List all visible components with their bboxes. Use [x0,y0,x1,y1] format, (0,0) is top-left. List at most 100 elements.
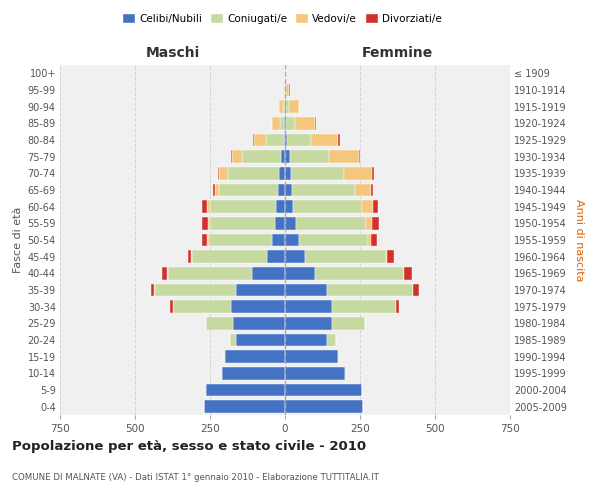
Bar [235,284,285,296]
Bar [285,317,331,330]
Bar [285,150,290,163]
Bar [285,250,305,263]
Bar [278,100,283,113]
Bar [242,150,281,163]
Bar [208,217,210,230]
Bar [202,234,207,246]
Text: COMUNE DI MALNATE (VA) - Dati ISTAT 1° gennaio 2010 - Elaborazione TUTTITALIA.IT: COMUNE DI MALNATE (VA) - Dati ISTAT 1° g… [12,473,379,482]
Bar [155,284,235,296]
Text: Femmine: Femmine [362,46,433,60]
Bar [387,250,394,263]
Bar [315,267,404,280]
Bar [285,167,291,179]
Bar [272,117,280,130]
Bar [218,167,219,179]
Bar [285,284,327,296]
Bar [205,384,285,396]
Bar [386,250,387,263]
Bar [162,267,167,280]
Y-axis label: Fasce di età: Fasce di età [13,207,23,273]
Bar [219,184,277,196]
Bar [192,250,267,263]
Bar [355,184,371,196]
Bar [285,184,292,196]
Text: Popolazione per età, sesso e stato civile - 2010: Popolazione per età, sesso e stato civil… [12,440,366,453]
Bar [338,134,340,146]
Bar [287,134,311,146]
Bar [285,100,286,113]
Bar [235,334,285,346]
Legend: Celibi/Nubili, Coniugati/e, Vedovi/e, Divorziati/e: Celibi/Nubili, Coniugati/e, Vedovi/e, Di… [119,10,445,26]
Bar [207,200,210,213]
Y-axis label: Anni di nascita: Anni di nascita [574,198,584,281]
Bar [367,234,371,246]
Bar [202,217,208,230]
Bar [173,300,231,313]
Bar [283,84,284,96]
Bar [337,350,340,363]
Bar [267,250,285,263]
Bar [254,134,265,146]
Bar [205,317,233,330]
Bar [284,84,285,96]
Bar [284,134,285,146]
Bar [285,234,299,246]
Bar [252,267,285,280]
Bar [293,200,362,213]
Bar [331,300,396,313]
Bar [231,150,232,163]
Bar [345,367,346,380]
Bar [210,217,275,230]
Bar [215,184,219,196]
Bar [285,117,286,130]
Bar [289,100,299,113]
Bar [327,284,413,296]
Bar [285,267,315,280]
Bar [285,300,331,313]
Bar [366,217,372,230]
Bar [281,150,285,163]
Bar [225,350,285,363]
Bar [372,217,379,230]
Bar [286,117,295,130]
Bar [413,284,419,296]
Bar [397,300,398,313]
Bar [311,134,338,146]
Bar [212,184,215,196]
Bar [314,117,316,130]
Bar [329,150,359,163]
Bar [168,267,252,280]
Bar [276,200,285,213]
Bar [286,84,289,96]
Bar [292,184,355,196]
Bar [285,400,363,413]
Bar [191,250,192,263]
Bar [232,150,242,163]
Bar [296,217,366,230]
Bar [295,117,314,130]
Bar [167,267,168,280]
Bar [151,284,154,296]
Bar [331,317,365,330]
Bar [221,367,222,380]
Bar [228,167,279,179]
Bar [359,150,360,163]
Bar [371,234,377,246]
Bar [275,217,285,230]
Bar [371,184,373,196]
Bar [291,167,343,179]
Bar [285,384,361,396]
Bar [373,200,378,213]
Bar [222,367,285,380]
Bar [404,267,412,280]
Bar [202,200,207,213]
Bar [290,150,329,163]
Bar [285,217,296,230]
Bar [372,167,374,179]
Text: Maschi: Maschi [145,46,200,60]
Bar [170,300,173,313]
Bar [283,100,285,113]
Bar [188,250,191,263]
Bar [285,334,327,346]
Bar [299,234,367,246]
